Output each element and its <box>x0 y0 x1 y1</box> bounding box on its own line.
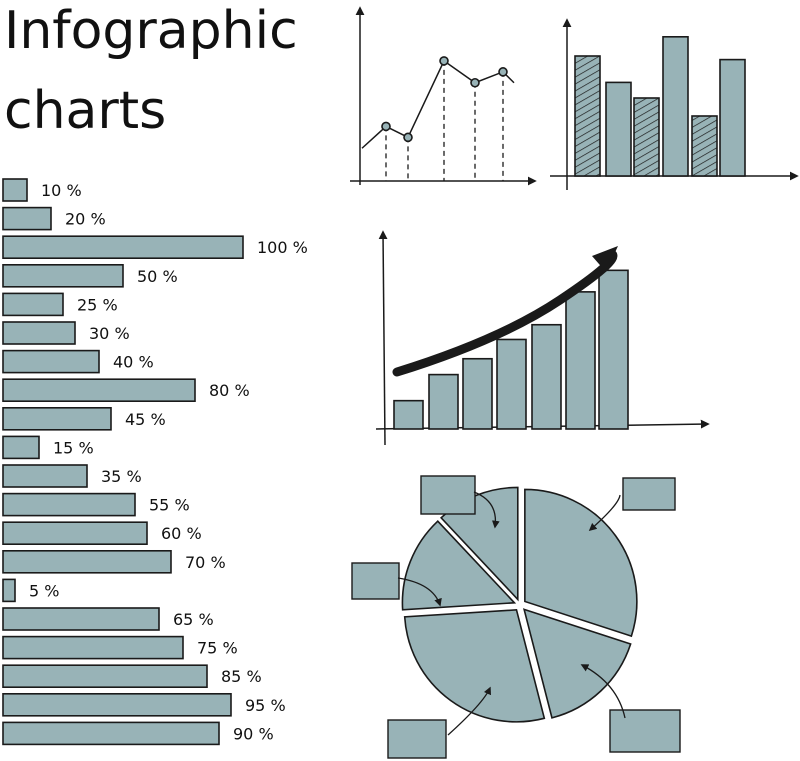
hbar-label-17: 75 % <box>197 639 238 658</box>
hbar-8 <box>2 378 196 403</box>
hatched-chart-bar-2 <box>605 81 632 177</box>
hbar-10 <box>2 435 40 460</box>
hbar-3 <box>2 235 244 259</box>
hbar-5 <box>2 292 64 317</box>
pie-slice-3 <box>403 609 546 723</box>
line-chart-point-2 <box>381 121 391 132</box>
pie-slice-2 <box>522 608 632 719</box>
pie-callout-box-1 <box>622 477 676 511</box>
hbar-14 <box>2 549 172 574</box>
hbar-6 <box>2 321 76 345</box>
line-chart <box>350 6 537 186</box>
growth-chart-bar-2 <box>428 373 459 430</box>
hbar-16 <box>2 607 160 631</box>
title-line-1: Infographic <box>4 1 298 61</box>
line-chart-point-6 <box>498 67 508 77</box>
hatched-chart-bar-1 <box>574 55 601 177</box>
pie-callout-arrow-1 <box>588 494 621 532</box>
hatched-chart-bar-3 <box>633 97 660 177</box>
pie-slice-5 <box>439 486 519 602</box>
title-line-2: charts <box>4 81 166 141</box>
hbar-13 <box>2 521 148 546</box>
pie-slice-4 <box>401 520 517 611</box>
hbar-label-19: 95 % <box>245 696 286 715</box>
hbar-label-10: 15 % <box>53 438 94 457</box>
hbar-15 <box>2 578 16 603</box>
hbar-label-12: 55 % <box>149 496 190 515</box>
hatched-bar-chart <box>550 18 799 190</box>
hbar-label-9: 45 % <box>125 410 166 429</box>
hbar-label-6: 30 % <box>89 324 130 343</box>
hbar-label-1: 10 % <box>41 181 82 200</box>
growth-bar-chart <box>375 230 710 446</box>
hbar-label-18: 85 % <box>221 667 262 686</box>
growth-chart-bar-6 <box>565 291 596 430</box>
growth-chart-bar-1 <box>393 399 424 430</box>
hbar-1 <box>2 178 28 202</box>
hbar-label-13: 60 % <box>161 524 202 543</box>
hatched-chart-bar-5 <box>691 115 718 177</box>
line-chart-series <box>361 59 515 149</box>
hbar-19 <box>2 692 232 717</box>
pie-chart <box>351 475 681 759</box>
line-chart-point-3 <box>403 132 413 143</box>
growth-chart-trend-arrowhead <box>592 246 618 272</box>
hatched-chart-bar-6 <box>719 58 746 177</box>
hbar-9 <box>2 406 112 431</box>
horizontal-bar-chart: 10 % 20 % 100 % 50 % 25 % 30 % 40 % 80 % 45 % 15 … <box>2 178 308 746</box>
hbar-label-15: 5 % <box>29 581 59 600</box>
pie-callout-arrow-2 <box>580 664 626 719</box>
hbar-18 <box>2 664 208 689</box>
pie-callout-box-3 <box>387 719 447 759</box>
hbar-label-20: 90 % <box>233 724 274 743</box>
pie-callout-box-2 <box>609 709 681 753</box>
hbar-4 <box>2 263 124 288</box>
pie-callout-arrow-4 <box>397 577 442 607</box>
hbar-label-2: 20 % <box>65 210 106 229</box>
growth-chart-bar-7 <box>598 269 629 430</box>
pie-callout-box-5 <box>420 475 476 515</box>
hbar-label-8: 80 % <box>209 381 250 400</box>
hbar-12 <box>2 492 136 517</box>
hbar-2 <box>2 206 52 231</box>
hbar-label-5: 25 % <box>77 295 118 314</box>
growth-chart-bar-4 <box>496 338 527 430</box>
hbar-7 <box>2 349 100 374</box>
pie-callout-arrow-5 <box>473 491 500 529</box>
pie-slice-1 <box>524 488 638 638</box>
growth-chart-y-axis <box>378 230 388 446</box>
hbar-20 <box>2 721 220 746</box>
hbar-11 <box>2 464 88 488</box>
hbar-label-7: 40 % <box>113 353 154 372</box>
hbar-17 <box>2 635 184 660</box>
hatched-chart-bar-4 <box>662 35 689 177</box>
growth-chart-bar-3 <box>462 357 493 430</box>
line-chart-point-5 <box>470 77 480 88</box>
pie-callout-box-4 <box>351 562 400 600</box>
hbar-label-3: 100 % <box>257 238 308 257</box>
hbar-label-4: 50 % <box>137 267 178 286</box>
hbar-label-14: 70 % <box>185 553 226 572</box>
hbar-label-11: 35 % <box>101 467 142 486</box>
hbar-label-16: 65 % <box>173 610 214 629</box>
pie-callout-arrow-3 <box>447 686 491 736</box>
line-chart-point-4 <box>439 56 449 66</box>
growth-chart-bar-5 <box>531 323 562 430</box>
